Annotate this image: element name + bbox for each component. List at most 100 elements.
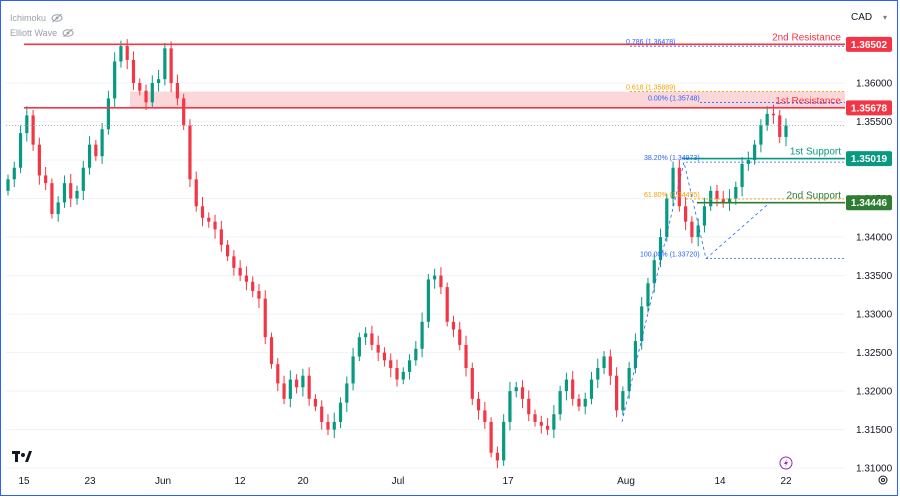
candle-body (338, 402, 343, 422)
fib-label: 0.00% (1.35748) (648, 95, 700, 102)
candle-body (545, 425, 550, 430)
candle-body (175, 83, 180, 99)
candle-body (489, 421, 493, 453)
legend-item-ichimoku[interactable]: Ichimoku (10, 10, 74, 25)
candle-body (75, 190, 79, 199)
resistance-zone-band (130, 91, 845, 108)
candle-body (370, 333, 374, 345)
candle-body (684, 206, 688, 222)
candle-body (376, 344, 380, 353)
candle-body (113, 61, 117, 99)
candle-body (125, 46, 129, 60)
candle-body (571, 379, 575, 399)
time-tick-label: 17 (502, 476, 514, 487)
level-label: 2nd Support (787, 191, 842, 202)
fib-label: 61.80% (1.34495) (644, 192, 700, 199)
candle-body (702, 206, 707, 226)
candle-body (163, 48, 167, 80)
candle-body (131, 59, 136, 84)
fib-label: 38.20% (1.34973) (644, 155, 700, 162)
candle-body (483, 410, 487, 422)
price-tick-label: 1.36000 (856, 79, 893, 90)
price-tag-label: 1.36502 (851, 40, 888, 51)
time-tick-label: 12 (234, 476, 246, 487)
candle-body (87, 144, 92, 168)
candle-body (558, 391, 562, 415)
candle-body (194, 179, 198, 207)
candle-body (508, 391, 512, 422)
candle-body (715, 190, 719, 199)
candle-body (50, 183, 54, 214)
candle-body (495, 452, 499, 461)
eye-off-icon[interactable] (62, 28, 74, 38)
time-tick-label: 23 (84, 476, 96, 487)
candle-body (232, 256, 236, 268)
candle-body (539, 421, 543, 426)
candle-body (382, 352, 387, 361)
candle-body (646, 283, 650, 307)
candle-body (182, 98, 186, 126)
candle-body (94, 144, 98, 157)
candle-body (169, 48, 173, 84)
candle-body (276, 364, 280, 384)
price-tag (846, 100, 892, 116)
candle-body (37, 144, 41, 176)
candle-body (156, 79, 161, 84)
candle-body (407, 360, 412, 372)
resistance-zone (130, 91, 845, 108)
fib-label: 100.00% (1.33720) (640, 252, 700, 259)
price-tag (846, 195, 892, 211)
price-tag (846, 151, 892, 167)
candle-body (552, 414, 556, 430)
candle-body (364, 333, 368, 338)
candle-body (263, 298, 267, 338)
candle-body (81, 167, 85, 191)
candle-body (753, 144, 757, 161)
fib-label: 0.786 (1.36478) (626, 39, 675, 46)
candle-body (596, 368, 600, 380)
candle-body (439, 275, 443, 288)
candle-body (451, 321, 456, 330)
candle-body (138, 83, 142, 91)
candle-body (583, 398, 587, 407)
fib-label: 0.618 (1.35889) (626, 85, 675, 92)
candle-body (150, 83, 154, 103)
candles (6, 39, 788, 469)
legend-label-ichimoku: Ichimoku (10, 12, 47, 23)
candle-body (389, 360, 393, 369)
candle-body (414, 348, 418, 361)
candle-body (458, 329, 462, 345)
price-tick-label: 1.33000 (856, 310, 893, 321)
price-tick-label: 1.31500 (856, 425, 893, 436)
candle-body (502, 421, 506, 461)
price-tag (846, 36, 892, 52)
candle-body (658, 237, 663, 261)
level-lines: 2nd Resistance 1st Resistance 1st Support 2… (6, 32, 845, 423)
candle-body (759, 125, 763, 145)
candle-body (313, 398, 318, 407)
legend-item-elliott-wave[interactable]: Elliott Wave (10, 25, 74, 40)
candle-body (652, 260, 656, 284)
chevron-down-icon: ▾ (882, 12, 887, 22)
candle-body (696, 225, 700, 238)
candle-body (608, 356, 612, 376)
candle-body (320, 406, 324, 422)
candle-body (602, 356, 606, 369)
gear-icon[interactable] (877, 474, 889, 486)
currency-selector[interactable]: CAD ▾ (846, 8, 892, 26)
candle-body (144, 90, 148, 103)
candle-body (765, 113, 769, 126)
time-axis: 15 23 Jun 12 20 Jul 17 Aug 14 22 (18, 476, 792, 487)
time-tick-label: 14 (714, 476, 726, 487)
eye-off-icon[interactable] (51, 13, 63, 23)
time-tick-label: Jun (155, 476, 171, 487)
time-tick-label: 15 (18, 476, 30, 487)
price-tag-label: 1.35019 (851, 154, 888, 165)
tradingview-logo-icon (12, 451, 32, 466)
candle-body (778, 115, 782, 137)
lightning-icon[interactable] (779, 456, 793, 470)
candle-body (420, 321, 424, 349)
time-tick-label: 22 (780, 476, 792, 487)
candle-body (690, 221, 694, 238)
